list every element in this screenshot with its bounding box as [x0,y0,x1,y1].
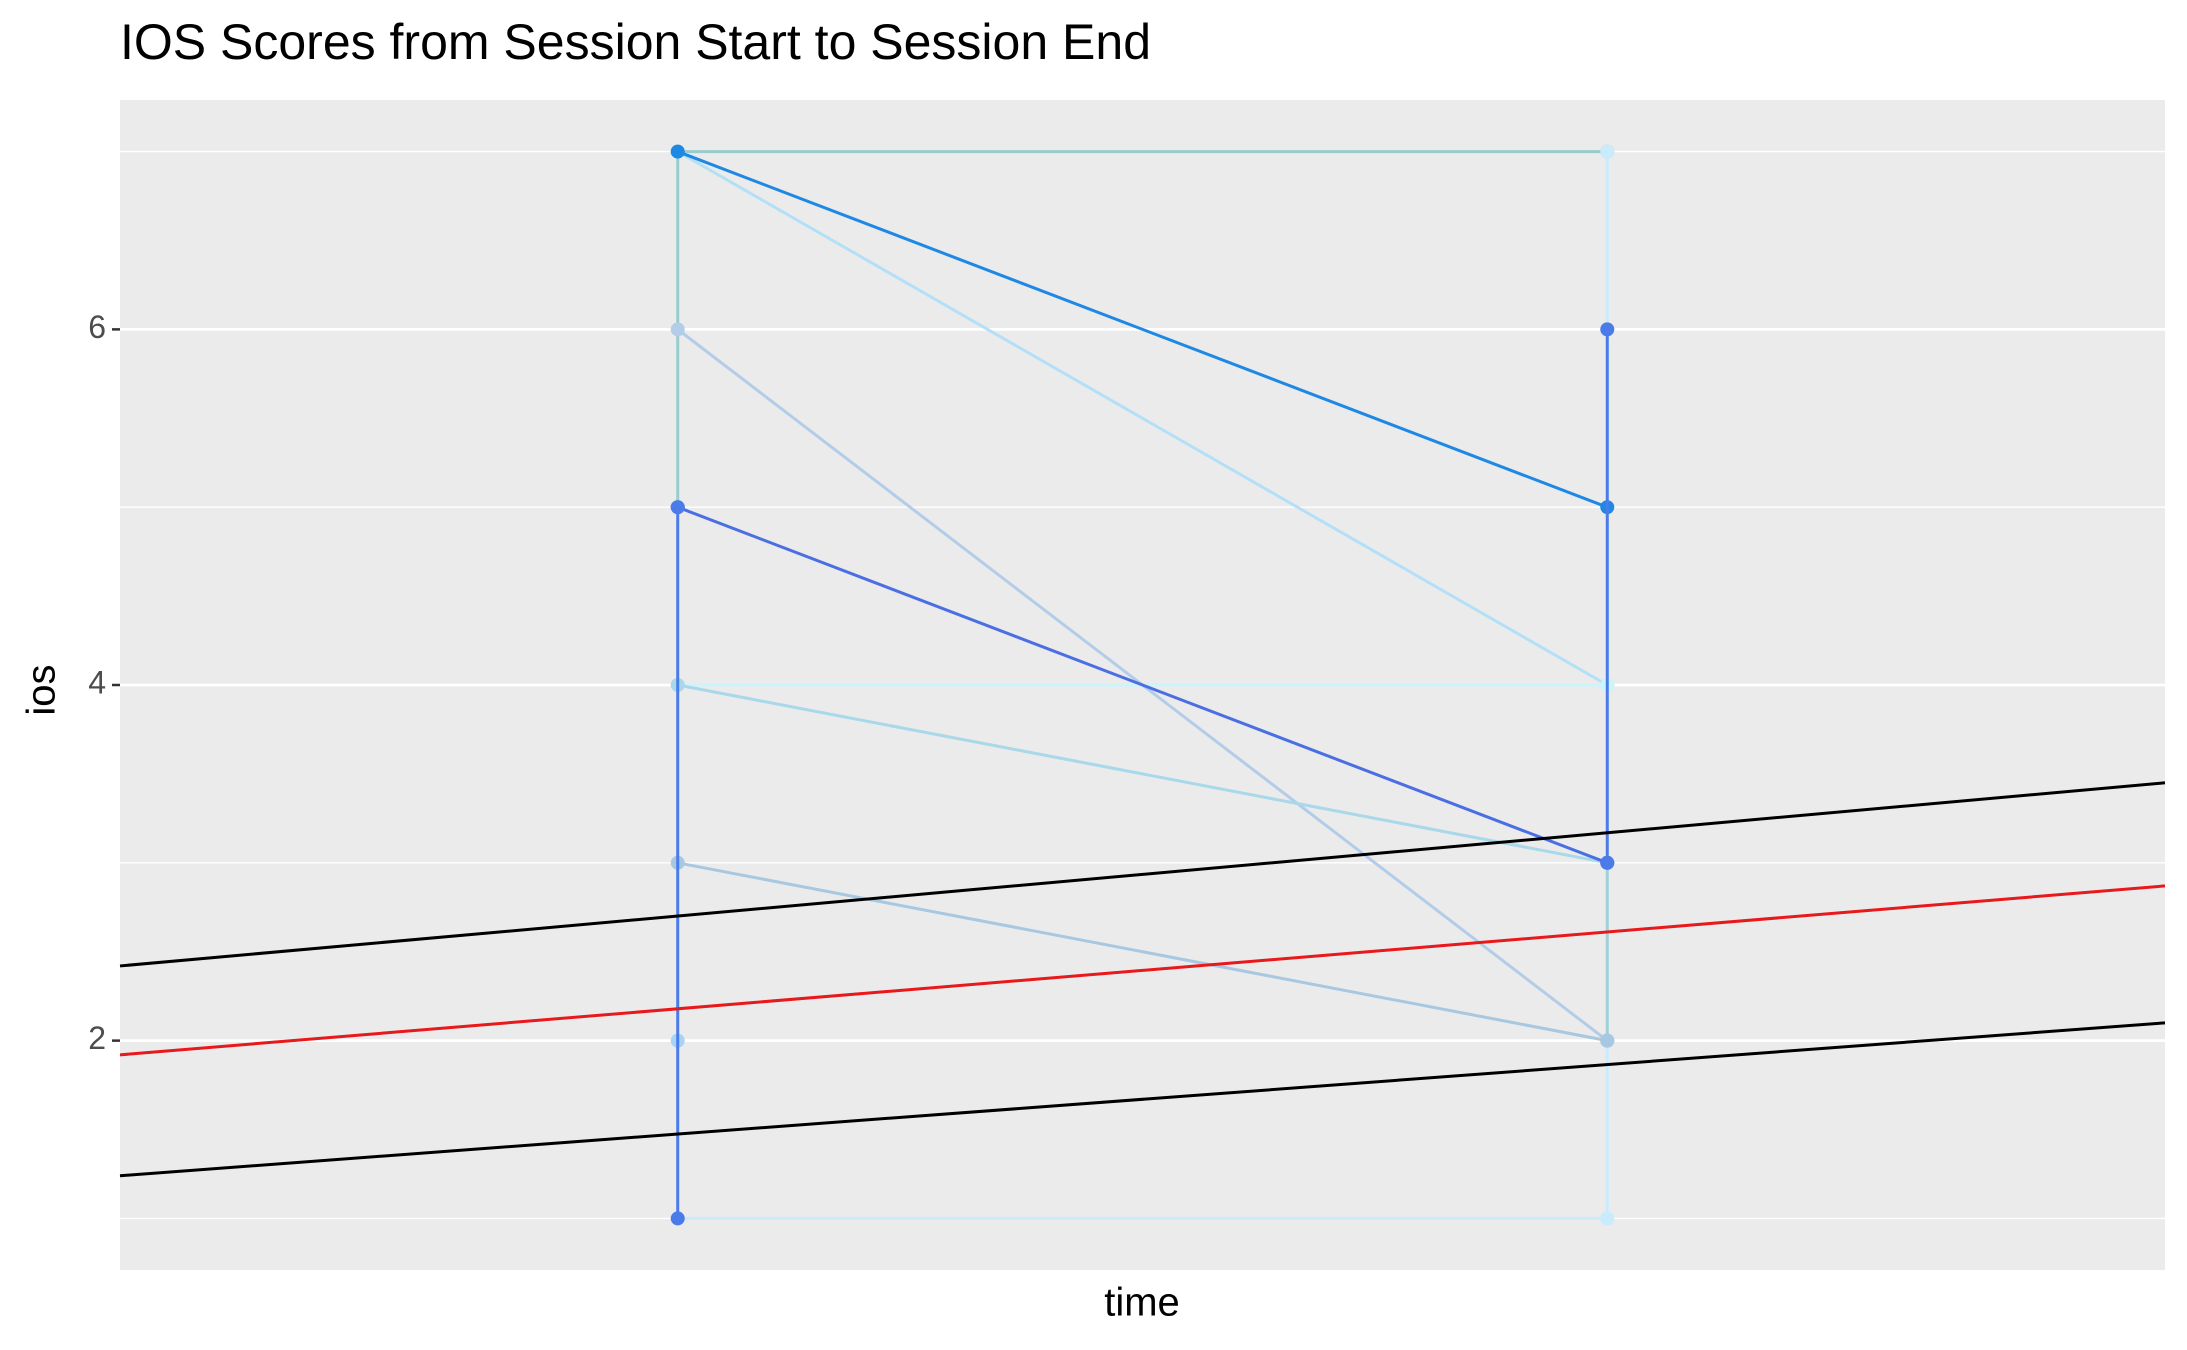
series-line [677,150,1608,509]
series-line [677,683,1608,865]
series-line [119,781,2166,968]
point [1600,855,1615,870]
series-line [119,884,2166,1057]
series-line [677,505,1608,865]
point [670,144,685,159]
series-line [676,150,1609,687]
y-tick-label: 2 [88,1020,106,1056]
x-axis-label: time [1104,1281,1180,1325]
point [1600,322,1615,337]
point [1600,144,1615,159]
point [670,322,685,337]
y-tick-label: 4 [88,664,106,700]
point [1600,1211,1615,1226]
chart-title: IOS Scores from Session Start to Session… [120,14,1151,70]
series-line [677,861,1608,1043]
series-line [119,1021,2166,1178]
y-axis-label: ios [20,664,64,715]
y-tick-label: 6 [88,309,106,345]
point [1600,1033,1615,1048]
point [670,1211,685,1226]
point [670,500,685,515]
